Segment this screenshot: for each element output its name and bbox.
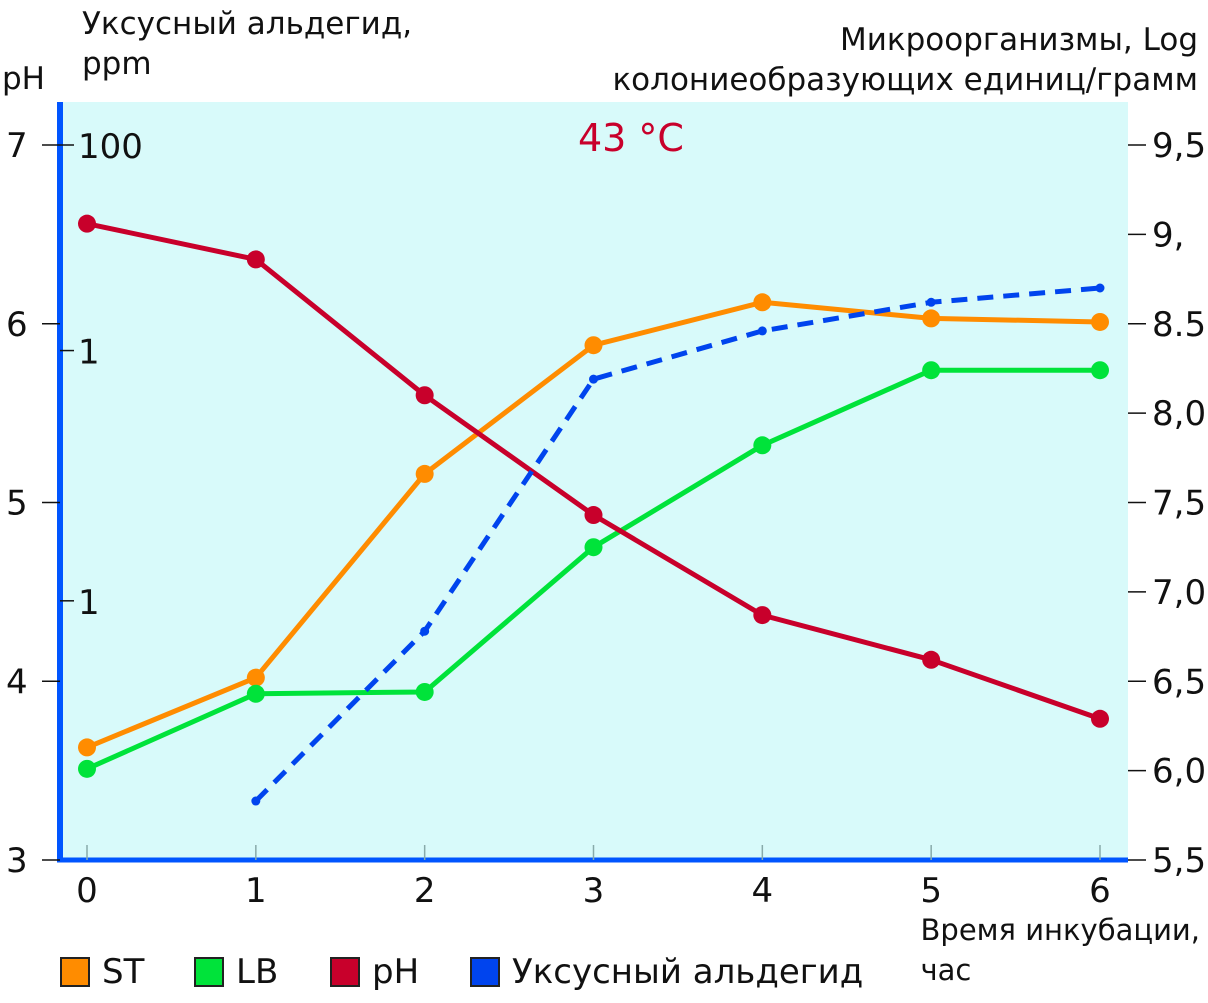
- x-tick-label: 4: [752, 871, 774, 911]
- data-point-st: [415, 464, 434, 483]
- legend-label-acetaldehyde: Уксусный альдегид: [512, 952, 864, 992]
- data-point-lb: [78, 759, 96, 778]
- legend-item-st: ST: [60, 950, 144, 994]
- data-point-acetaldehyde: [420, 626, 430, 636]
- data-point-st: [753, 293, 772, 312]
- plot-background: [60, 102, 1128, 860]
- x-tick-label: 0: [76, 871, 98, 911]
- legend-swatch-acetaldehyde: [470, 957, 500, 987]
- log-tick-label: 6,0: [1152, 752, 1206, 792]
- legend-swatch-lb: [194, 957, 224, 987]
- acetaldehyde-axis-title-line-1: Уксусный альдегид,: [82, 6, 413, 42]
- acetaldehyde-tick-label: 100: [78, 127, 143, 167]
- data-point-ph: [415, 386, 434, 405]
- data-point-acetaldehyde: [251, 796, 261, 806]
- legend-label-lb: LB: [236, 952, 279, 992]
- acetaldehyde-axis-title: Уксусный альдегид, ppm: [82, 4, 412, 84]
- ph-tick-label: 3: [6, 841, 28, 881]
- x-axis-title-line-2: час: [920, 953, 972, 987]
- x-tick-label: 6: [1089, 871, 1111, 911]
- x-tick-label: 5: [920, 871, 942, 911]
- x-axis-title-line-1: Время инкубации,: [920, 913, 1200, 947]
- x-tick-label: 3: [583, 871, 605, 911]
- data-point-ph: [922, 650, 941, 669]
- ph-axis-title: pH: [2, 61, 45, 97]
- microorganisms-axis-title-line-1: Микроорганизмы, Log: [839, 22, 1198, 58]
- log-tick-label: 7,0: [1152, 573, 1206, 613]
- log-tick-label: 8.5: [1152, 305, 1206, 345]
- data-point-lb: [246, 684, 265, 703]
- data-point-lb: [584, 538, 603, 557]
- legend-swatch-st: [60, 957, 90, 987]
- legend-item-acetaldehyde: Уксусный альдегид: [470, 950, 863, 994]
- data-point-lb: [753, 436, 772, 455]
- legend-swatch-ph: [330, 957, 360, 987]
- data-point-ph: [246, 250, 265, 269]
- data-point-st: [922, 309, 941, 328]
- data-point-st: [1091, 312, 1109, 331]
- microorganisms-axis-title: Микроорганизмы, Log колониеобразующих ед…: [612, 20, 1198, 100]
- data-point-acetaldehyde: [757, 326, 767, 336]
- log-tick-label: 9,: [1152, 215, 1184, 255]
- acetaldehyde-tick-label: 1: [78, 333, 100, 373]
- data-point-acetaldehyde: [1095, 283, 1105, 293]
- temperature-label: 43 °C: [578, 116, 684, 160]
- data-point-ph: [584, 506, 603, 525]
- acetaldehyde-tick-label: 1: [78, 583, 100, 623]
- ph-tick-label: 6: [6, 305, 28, 345]
- log-tick-label: 5,5: [1152, 841, 1206, 881]
- data-point-lb: [1091, 361, 1109, 380]
- log-tick-label: 8,0: [1152, 394, 1206, 434]
- data-point-lb: [922, 361, 941, 380]
- data-point-st: [584, 336, 603, 355]
- legend-item-ph: pH: [330, 950, 419, 994]
- ph-tick-label: 7: [6, 126, 28, 166]
- ph-tick-label: 4: [6, 662, 28, 702]
- x-tick-label: 1: [245, 871, 267, 911]
- data-point-acetaldehyde: [926, 297, 936, 307]
- data-point-ph: [78, 214, 96, 233]
- series-line-acetaldehyde: [254, 285, 1101, 803]
- data-point-ph: [753, 606, 772, 625]
- log-tick-label: 9,5: [1152, 126, 1206, 166]
- x-tick-label: 2: [414, 871, 436, 911]
- ph-tick-label: 5: [6, 484, 28, 524]
- legend-item-lb: LB: [194, 950, 278, 994]
- microorganisms-axis-title-line-2: колониеобразующих единиц/грамм: [612, 62, 1198, 98]
- data-point-lb: [415, 682, 434, 701]
- data-point-st: [246, 668, 265, 687]
- acetaldehyde-axis-title-line-2: ppm: [82, 46, 152, 82]
- legend-label-st: ST: [102, 952, 145, 992]
- log-tick-label: 7,5: [1152, 484, 1206, 524]
- x-axis-title: Время инкубации, час: [921, 910, 1200, 990]
- data-point-ph: [1091, 709, 1109, 728]
- data-point-acetaldehyde: [589, 374, 598, 384]
- data-point-st: [78, 738, 96, 757]
- legend-label-ph: pH: [372, 952, 420, 992]
- log-tick-label: 6,5: [1152, 662, 1206, 702]
